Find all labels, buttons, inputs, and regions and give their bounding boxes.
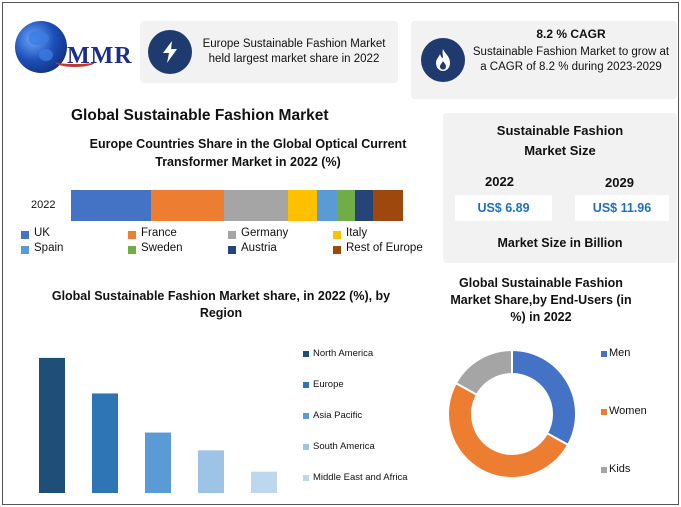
- legend-swatch: [128, 231, 136, 239]
- legend-label: Kids: [609, 463, 631, 475]
- globe-icon: [15, 21, 67, 73]
- legend-label: Germany: [241, 227, 289, 239]
- largest-share-text: Europe Sustainable Fashion Market held l…: [202, 38, 386, 65]
- region-bar-europe: [92, 393, 118, 493]
- legend-swatch: [303, 382, 309, 388]
- legend-label: Asia Pacific: [313, 410, 363, 421]
- legend-label: North America: [313, 348, 374, 359]
- legend-swatch: [228, 246, 236, 254]
- legend-swatch: [303, 475, 309, 481]
- legend-swatch: [601, 351, 607, 357]
- stack-segment-france: [150, 190, 224, 221]
- flame-icon: [421, 38, 465, 82]
- largest-share-card: Europe Sustainable Fashion Market held l…: [140, 21, 398, 83]
- donut-slice-men: [511, 348, 577, 447]
- market-size-title: Sustainable Fashion Market Size: [496, 123, 624, 158]
- mmr-logo: MMR: [15, 21, 135, 76]
- legend-swatch: [333, 246, 341, 254]
- cagr-card: 8.2 % CAGR Sustainable Fashion Market to…: [411, 21, 677, 99]
- europe-stacked-bar: [71, 190, 403, 221]
- cagr-title: 8.2 % CAGR: [536, 27, 606, 41]
- legend-label: Women: [609, 405, 647, 417]
- enduser-donut-chart: [447, 348, 577, 479]
- value-2029-box: US$ 11.96: [575, 195, 669, 221]
- enduser-chart-title: Global Sustainable Fashion Market Share,…: [450, 276, 632, 324]
- legend-swatch: [333, 231, 341, 239]
- region-bar-north-america: [39, 357, 65, 493]
- region-bar-middle-east-and-africa: [251, 471, 277, 493]
- logo-text: MMR: [67, 43, 133, 69]
- legend-label: Europe: [313, 379, 344, 390]
- legend-swatch: [601, 467, 607, 473]
- stack-segment-spain: [316, 190, 337, 221]
- value-2022-box: US$ 6.89: [455, 195, 552, 221]
- stack-segment-sweden: [336, 190, 355, 221]
- main-title: Global Sustainable Fashion Market: [71, 107, 329, 124]
- legend-swatch: [303, 444, 309, 450]
- legend-label: Italy: [346, 227, 368, 239]
- year-2022-label: 2022: [485, 174, 514, 189]
- legend-label: South America: [313, 441, 375, 452]
- region-chart-title: Global Sustainable Fashion Market share,…: [51, 289, 391, 320]
- region-bar-asia-pacific: [145, 432, 171, 493]
- year-2029-label: 2029: [605, 175, 634, 190]
- stack-segment-uk: [71, 190, 151, 221]
- legend-label: Men: [609, 347, 631, 359]
- stack-segment-rest-of-europe: [373, 190, 403, 221]
- legend-label: UK: [34, 227, 50, 239]
- donut-slice-kids: [454, 348, 513, 397]
- stack-segment-austria: [354, 190, 374, 221]
- legend-label: Rest of Europe: [346, 242, 423, 254]
- donut-slice-women: [447, 381, 570, 479]
- europe-chart-title: Europe Countries Share in the Global Opt…: [89, 137, 407, 169]
- market-size-panel: Sustainable Fashion Market Size 2022 202…: [443, 113, 677, 263]
- legend-label: Spain: [34, 242, 64, 254]
- market-size-footer: Market Size in Billion: [497, 236, 623, 250]
- lightning-icon: [148, 30, 192, 74]
- legend-swatch: [128, 246, 136, 254]
- stack-segment-germany: [223, 190, 289, 221]
- legend-swatch: [21, 246, 29, 254]
- legend-label: Sweden: [141, 242, 183, 254]
- cagr-text: Sustainable Fashion Market to grow at a …: [472, 46, 670, 73]
- stack-category-label: 2022: [31, 199, 56, 211]
- legend-label: Austria: [241, 242, 277, 254]
- legend-label: France: [141, 227, 177, 239]
- legend-swatch: [21, 231, 29, 239]
- stack-segment-italy: [288, 190, 317, 221]
- legend-swatch: [303, 413, 309, 419]
- legend-swatch: [228, 231, 236, 239]
- legend-swatch: [601, 409, 607, 415]
- region-bar-chart: [39, 357, 277, 493]
- legend-label: Middle East and Africa: [313, 472, 408, 483]
- legend-swatch: [303, 351, 309, 357]
- region-bar-south-america: [198, 450, 224, 493]
